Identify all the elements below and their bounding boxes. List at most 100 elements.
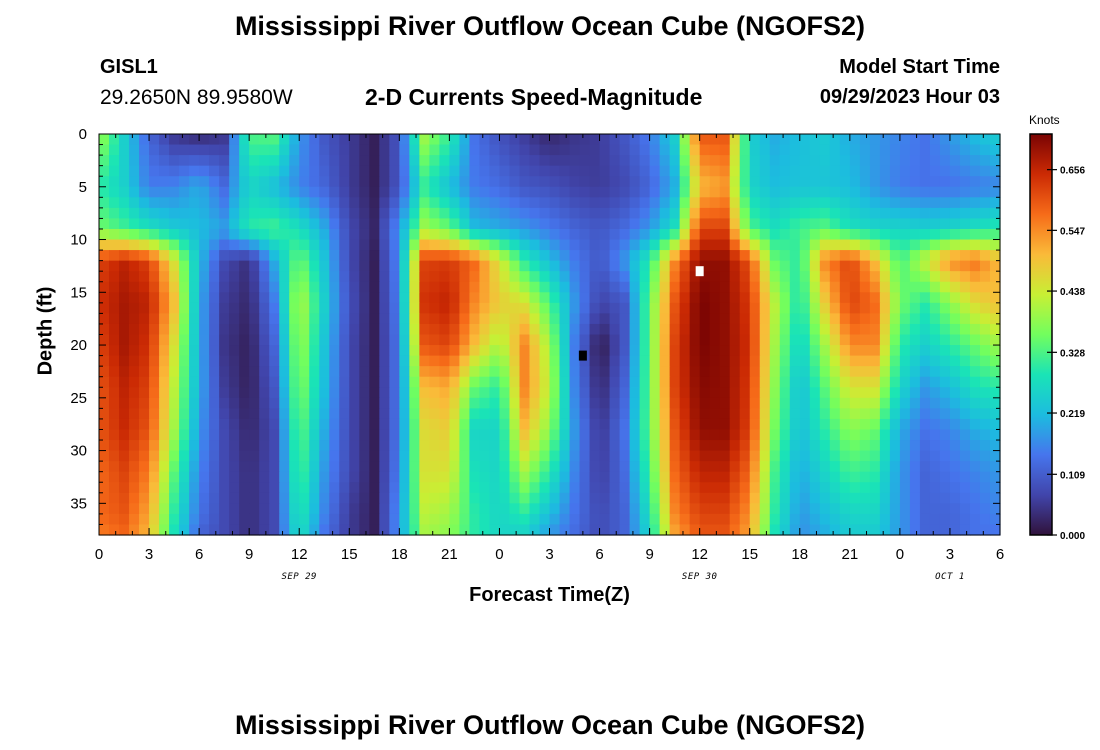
- heatmap-cell: [439, 334, 450, 346]
- heatmap-cell: [639, 302, 651, 314]
- heatmap-cell: [769, 323, 781, 336]
- heatmap-cell: [309, 418, 320, 431]
- heatmap-cell: [679, 450, 691, 462]
- heatmap-cell: [819, 155, 831, 167]
- heatmap-cell: [169, 207, 180, 220]
- heatmap-cell: [169, 271, 180, 283]
- heatmap-cell: [779, 134, 791, 146]
- heatmap-cell: [119, 186, 130, 198]
- heatmap-cell: [109, 260, 120, 272]
- heatmap-cell: [889, 207, 901, 220]
- heatmap-cell: [119, 492, 130, 504]
- heatmap-cell: [579, 355, 591, 367]
- heatmap-cell: [399, 144, 410, 156]
- heatmap-cell: [669, 197, 681, 209]
- heatmap-cell: [279, 524, 290, 536]
- heatmap-cell: [719, 450, 731, 462]
- heatmap-cell: [259, 165, 270, 177]
- heatmap-cell: [789, 513, 801, 526]
- heatmap-cell: [309, 471, 320, 483]
- heatmap-cell: [319, 376, 330, 388]
- heatmap-cell: [899, 503, 911, 515]
- heatmap-cell: [269, 292, 280, 304]
- heatmap-cell: [639, 207, 651, 220]
- heatmap-cell: [269, 323, 280, 336]
- heatmap-cell: [259, 366, 270, 378]
- heatmap-cell: [119, 513, 130, 526]
- heatmap-cell: [569, 197, 581, 209]
- heatmap-cell: [119, 429, 130, 441]
- heatmap-cell: [329, 323, 340, 336]
- heatmap-cell: [459, 450, 471, 462]
- heatmap-cell: [679, 207, 691, 220]
- heatmap-cell: [919, 207, 931, 220]
- heatmap-cell: [439, 228, 450, 241]
- heatmap-cell: [619, 492, 631, 504]
- heatmap-cell: [169, 334, 180, 346]
- heatmap-cell: [459, 376, 471, 388]
- heatmap-cell: [969, 239, 981, 251]
- heatmap-cell: [469, 250, 481, 262]
- heatmap-cell: [509, 376, 521, 388]
- heatmap-cell: [129, 355, 140, 367]
- heatmap-cell: [309, 323, 320, 336]
- heatmap-cell: [489, 366, 501, 378]
- heatmap-cell: [799, 366, 811, 378]
- heatmap-cell: [239, 355, 250, 367]
- heatmap-cell: [489, 250, 501, 262]
- heatmap-cell: [359, 197, 370, 209]
- heatmap-cell: [659, 271, 671, 283]
- heatmap-cell: [219, 250, 230, 262]
- heatmap-cell: [139, 492, 150, 504]
- heatmap-cell: [299, 313, 310, 325]
- heatmap-cell: [289, 281, 300, 293]
- heatmap-cell: [709, 440, 721, 452]
- heatmap-cell: [319, 450, 330, 462]
- heatmap-cell: [179, 186, 190, 198]
- heatmap-cell: [149, 450, 160, 462]
- heatmap-cell: [299, 345, 310, 357]
- heatmap-cell: [809, 239, 821, 251]
- heatmap-cell: [779, 461, 791, 473]
- heatmap-cell: [219, 323, 230, 336]
- heatmap-cell: [129, 429, 140, 441]
- heatmap-cell: [339, 440, 350, 452]
- heatmap-cell: [209, 366, 220, 378]
- heatmap-cell: [709, 228, 721, 241]
- heatmap-cell: [419, 144, 430, 156]
- heatmap-cell: [409, 471, 420, 483]
- heatmap-cell: [649, 218, 661, 230]
- heatmap-cell: [159, 155, 170, 167]
- heatmap-cell: [249, 376, 260, 388]
- heatmap-cell: [139, 271, 150, 283]
- heatmap-cell: [889, 218, 901, 230]
- heatmap-cell: [619, 429, 631, 441]
- heatmap-cell: [559, 176, 571, 188]
- heatmap-cell: [949, 334, 961, 346]
- heatmap-cell: [99, 313, 110, 325]
- heatmap-cell: [429, 503, 440, 515]
- heatmap-cell: [739, 313, 751, 325]
- heatmap-cell: [509, 471, 521, 483]
- heatmap-cell: [919, 260, 931, 272]
- heatmap-cell: [419, 482, 430, 494]
- heatmap-cell: [449, 482, 460, 494]
- heatmap-cell: [179, 429, 190, 441]
- heatmap-cell: [379, 355, 390, 367]
- heatmap-cell: [329, 207, 340, 220]
- heatmap-cell: [719, 281, 731, 293]
- heatmap-cell: [939, 165, 951, 177]
- heatmap-cell: [919, 471, 931, 483]
- x-tick-label: 6: [595, 546, 603, 563]
- heatmap-cell: [499, 418, 511, 431]
- heatmap-cell: [439, 471, 450, 483]
- heatmap-cell: [629, 334, 641, 346]
- heatmap-cell: [659, 418, 671, 431]
- heatmap-cell: [969, 408, 981, 420]
- heatmap-cell: [479, 418, 491, 431]
- heatmap-cell: [699, 513, 711, 526]
- heatmap-cell: [199, 292, 210, 304]
- heatmap-cell: [129, 271, 140, 283]
- heatmap-cell: [409, 323, 420, 336]
- heatmap-cell: [179, 418, 190, 431]
